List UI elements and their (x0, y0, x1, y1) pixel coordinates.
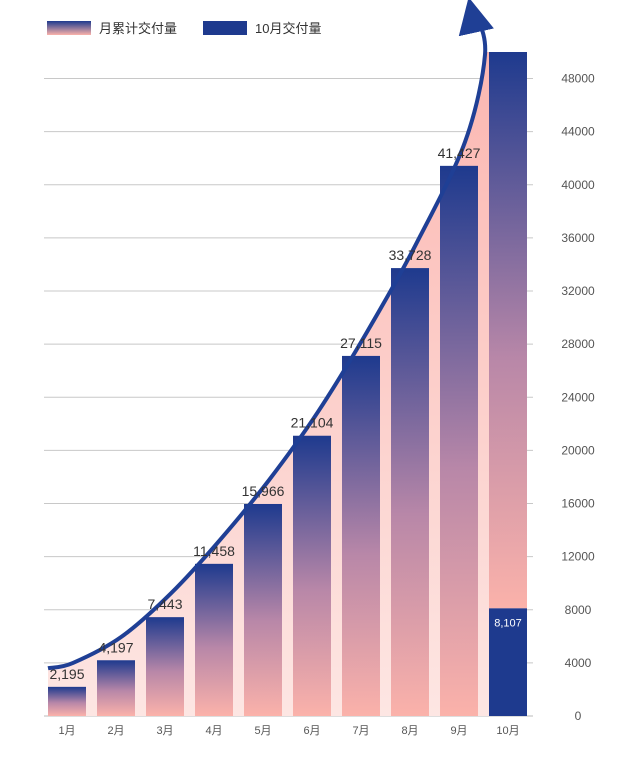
y-tick-label: 8000 (565, 603, 592, 617)
bar-cumulative (48, 686, 86, 716)
bar-cumulative (489, 52, 527, 609)
bar-value-label: 7,443 (147, 596, 182, 612)
growth-arrow (47, 0, 494, 671)
y-tick-label: 12000 (561, 550, 595, 564)
bar-october (489, 608, 527, 716)
bar-value-label: 41,427 (438, 145, 481, 161)
x-tick-label: 3月 (156, 725, 173, 737)
y-tick-label: 20000 (561, 443, 595, 457)
legend: 月累计交付量 10月交付量 (47, 21, 321, 36)
y-tick-label: 48000 (561, 72, 595, 86)
bar-value-label: 33,728 (389, 247, 432, 263)
y-tick-label: 4000 (565, 656, 592, 670)
legend-swatch-cumulative (47, 21, 91, 35)
y-tick-label: 44000 (561, 125, 595, 139)
y-tick-label: 32000 (561, 284, 595, 298)
value-labels: 2,195 4,197 7,443 11,458 15,966 21,104 27,115 3… (49, 145, 521, 682)
bar-october-value-label: 8,107 (494, 617, 522, 629)
y-tick-label: 16000 (561, 497, 595, 511)
growth-curve (47, 0, 494, 671)
bar-value-label: 15,966 (242, 483, 285, 499)
bar-cumulative (440, 165, 478, 717)
x-tick-label: 4月 (205, 725, 222, 737)
x-tick-label: 10月 (496, 725, 519, 737)
legend-label-october: 10月交付量 (255, 21, 321, 36)
y-tick-label: 24000 (561, 390, 595, 404)
x-tick-label: 1月 (58, 725, 75, 737)
bar-cumulative (293, 435, 331, 716)
bar-value-label: 4,197 (98, 639, 133, 655)
x-tick-label: 7月 (352, 725, 369, 737)
bars (48, 52, 527, 717)
y-tick-label: 28000 (561, 337, 595, 351)
x-axis: 1月 2月 3月 4月 5月 6月 7月 8月 9月 10月 (58, 725, 519, 737)
y-tick-label: 40000 (561, 178, 595, 192)
y-tick-label: 36000 (561, 231, 595, 245)
y-axis: 0 4000 8000 12000 16000 20000 24000 28000 32000 3… (561, 72, 595, 723)
x-tick-label: 6月 (303, 725, 320, 737)
bar-cumulative (146, 617, 184, 716)
x-tick-label: 8月 (401, 725, 418, 737)
bar-cumulative (391, 268, 429, 716)
bar-cumulative (342, 355, 380, 716)
legend-label-cumulative: 月累计交付量 (99, 21, 177, 36)
x-tick-label: 2月 (107, 725, 124, 737)
bar-value-label: 27,115 (340, 335, 382, 351)
bar-cumulative (244, 503, 282, 716)
bar-value-label: 2,195 (49, 666, 84, 682)
legend-swatch-october (203, 21, 247, 35)
bar-cumulative (97, 660, 135, 716)
x-tick-label: 9月 (450, 725, 467, 737)
bar-cumulative (195, 563, 233, 716)
bar-value-label: 21,104 (291, 415, 334, 431)
x-tick-label: 5月 (254, 725, 271, 737)
bar-value-label: 11,458 (193, 543, 235, 559)
y-tick-label: 0 (575, 709, 582, 723)
